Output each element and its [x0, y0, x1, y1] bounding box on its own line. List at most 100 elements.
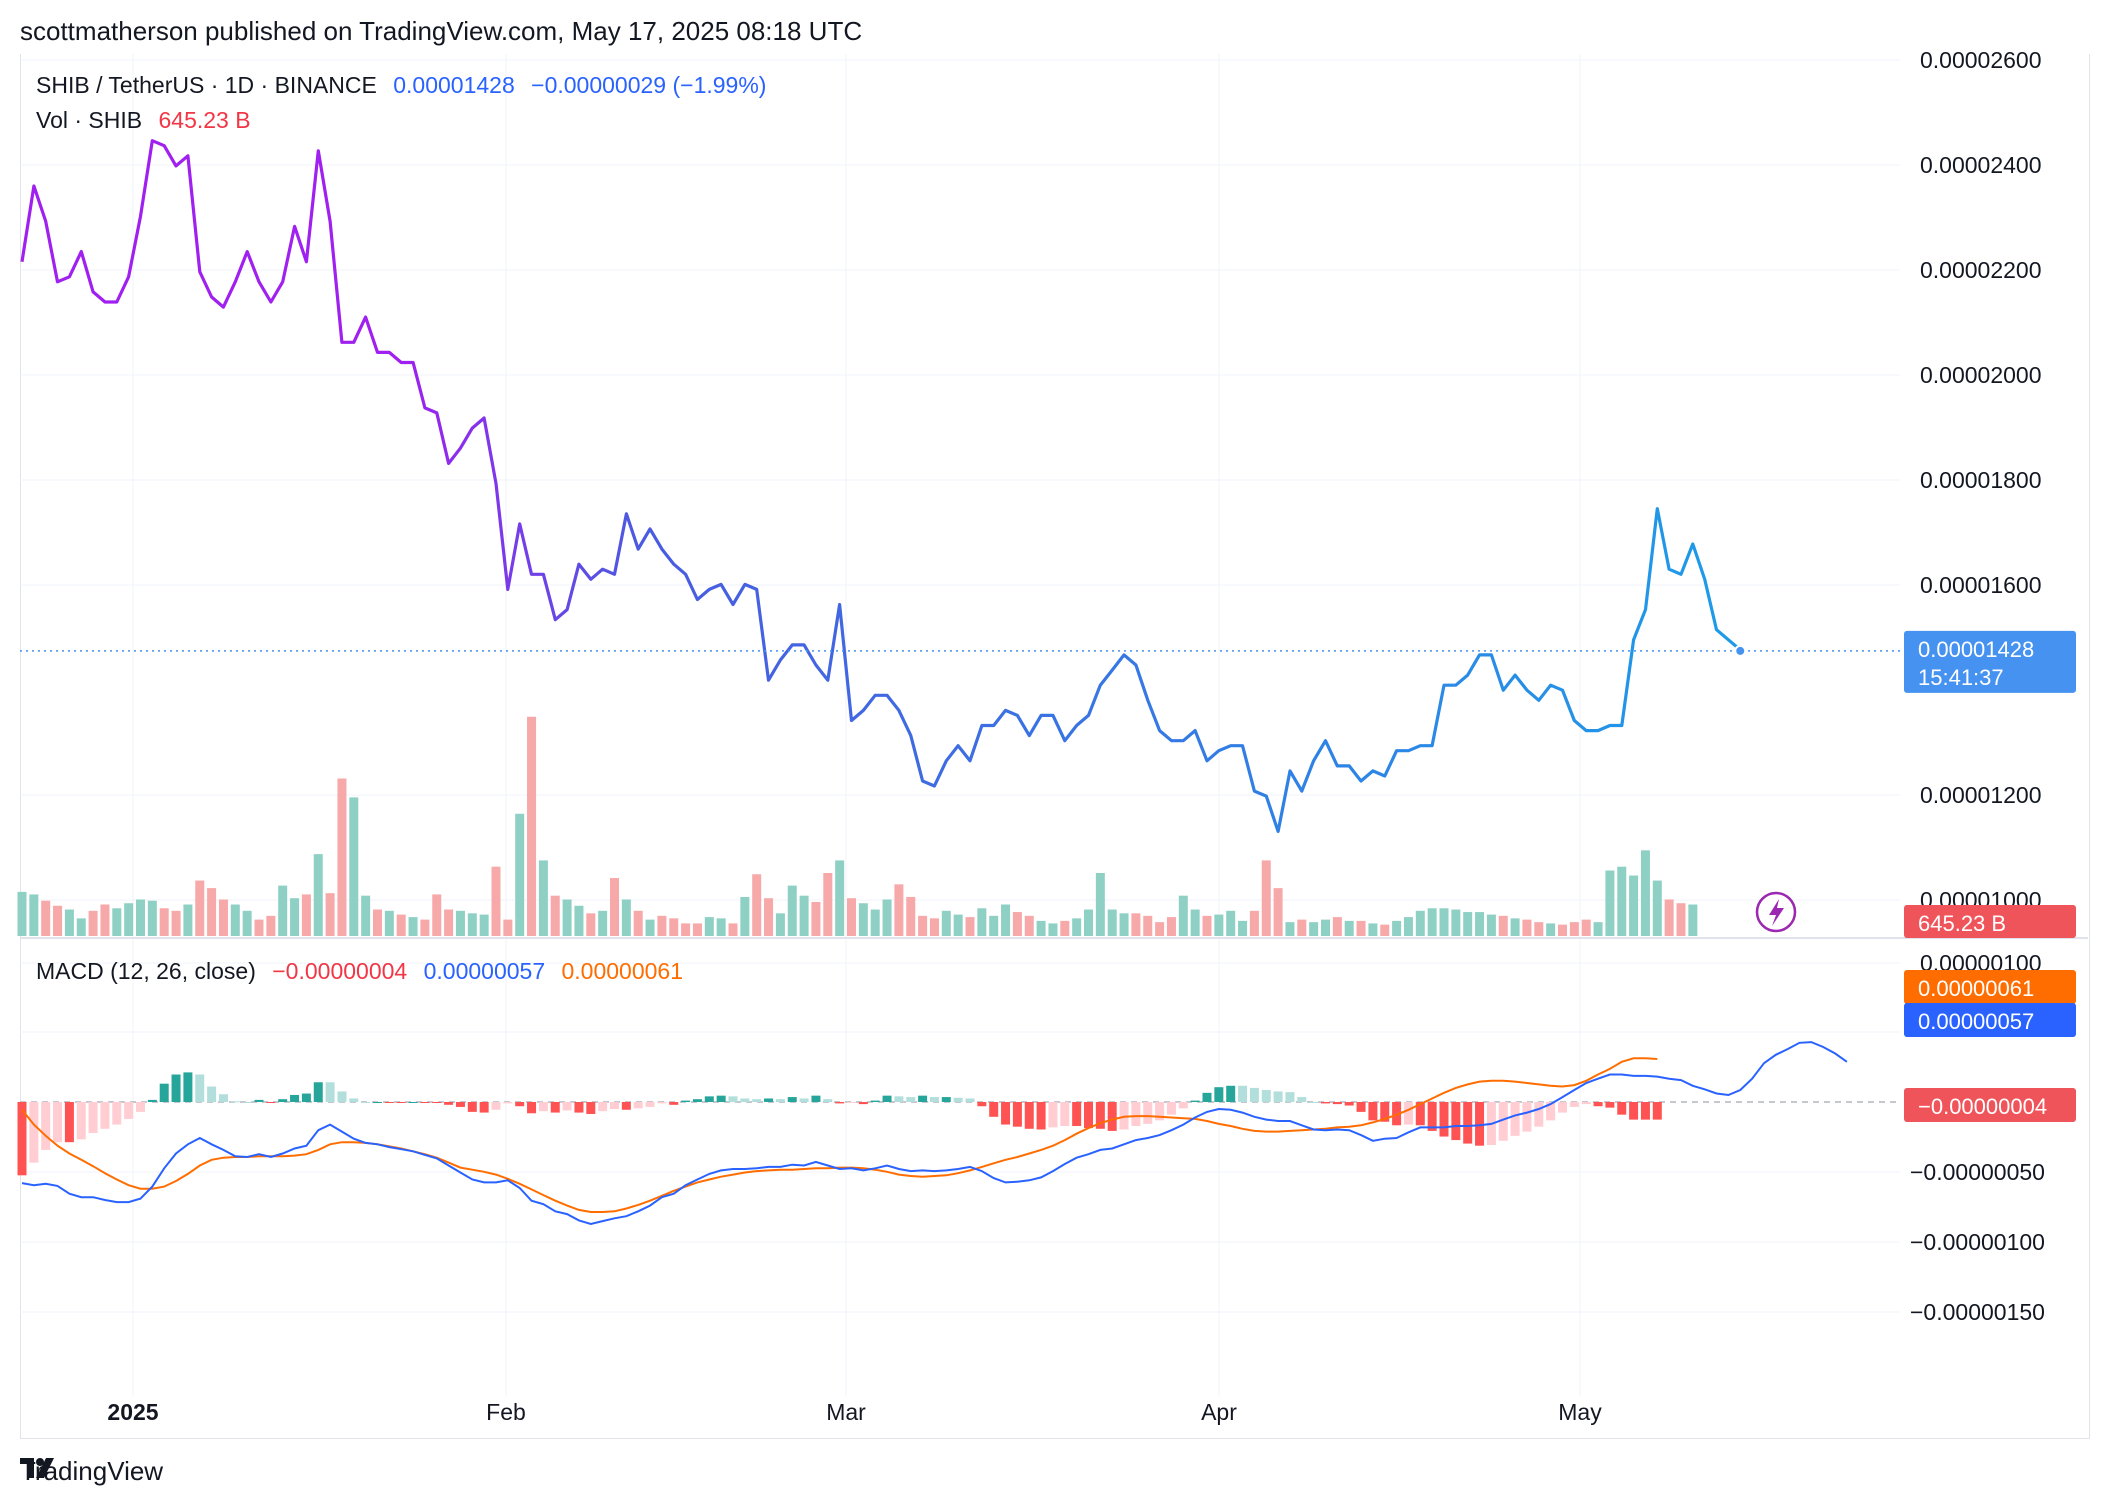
macd-histogram-bar: [1558, 1102, 1567, 1113]
volume-bar: [645, 919, 655, 936]
volume-bar: [1676, 903, 1686, 936]
volume-bar: [254, 919, 264, 936]
volume-bar: [1321, 919, 1330, 936]
chart-frame[interactable]: [20, 54, 2090, 1439]
macd-histogram-bar: [301, 1093, 311, 1102]
macd-histogram-bar: [586, 1102, 596, 1114]
volume-bar: [112, 908, 122, 936]
macd-lines: [21, 1041, 1848, 1226]
macd-histogram-bar: [1640, 1102, 1650, 1120]
volume-bar: [918, 915, 928, 936]
macd-histogram-bar: [88, 1102, 98, 1134]
macd-histogram-bar: [562, 1102, 572, 1111]
volume-bar: [1072, 918, 1082, 936]
volume-bar: [657, 915, 667, 936]
volume-bar: [621, 899, 631, 936]
macd-histogram-bar: [1060, 1102, 1070, 1126]
macd-histogram-bar: [870, 1100, 880, 1102]
volume-bar: [515, 813, 525, 936]
macd-histogram-bar: [1332, 1102, 1342, 1105]
volume-bar: [1356, 920, 1366, 936]
macd-label[interactable]: MACD (12, 26, close): [36, 958, 256, 984]
volume-bar: [1238, 920, 1248, 936]
volume-bar: [432, 894, 442, 936]
price-tick-label: 0.00002000: [1920, 362, 2042, 388]
macd-histogram-bar: [17, 1102, 27, 1176]
volume-bar: [136, 899, 145, 936]
macd-histogram-bar: [989, 1102, 999, 1117]
volume-bar: [361, 895, 371, 936]
macd-signal-value: 0.00000061: [561, 958, 684, 984]
volume-bar: [562, 899, 572, 936]
signal-badge-bg: [1904, 970, 2076, 1004]
publisher-line: scottmatherson published on TradingView.…: [20, 16, 863, 46]
price-badge-bg: [1904, 630, 2076, 693]
volume-bar: [1178, 895, 1188, 936]
footer-brand[interactable]: TradingView: [20, 1456, 163, 1487]
volume-bar: [681, 923, 691, 936]
macd-histogram-bar: [396, 1102, 406, 1103]
macd-histogram-bar: [752, 1099, 762, 1102]
macd-histogram-bar: [1617, 1102, 1627, 1115]
volume-bar: [1439, 908, 1449, 936]
volume-bar: [313, 854, 323, 936]
volume-label[interactable]: Vol · SHIB: [36, 107, 143, 133]
volume-bar: [1605, 870, 1615, 936]
macd-histogram-bar: [1178, 1102, 1188, 1109]
macd-histogram-bar: [1534, 1102, 1544, 1127]
volume-bar: [882, 899, 892, 936]
macd-histogram-bar: [858, 1102, 868, 1105]
volume-bar: [1155, 922, 1165, 936]
macd-histogram-bar: [965, 1098, 975, 1102]
volume-bar: [195, 880, 205, 936]
macd-histogram-bar: [716, 1095, 726, 1102]
macd-histogram-bar: [1309, 1102, 1319, 1103]
macd-histogram-bar: [373, 1102, 382, 1103]
volume-bar: [692, 923, 702, 936]
volume-bar: [88, 910, 98, 936]
macd-badge-text: 0.00000057: [1918, 1009, 2034, 1034]
volume-bar: [941, 910, 951, 936]
macd-histogram-bar: [1439, 1102, 1449, 1137]
volume-bar: [64, 909, 74, 936]
macd-line: [21, 1041, 1848, 1226]
volume-bar: [76, 918, 86, 936]
macd-histogram-bar: [254, 1099, 264, 1102]
macd-histogram-bar: [147, 1099, 157, 1102]
volume-bar: [1001, 904, 1011, 936]
y-axis-ticks: 0.00002600 0.00002400 0.00002200 0.00002000…: [1910, 47, 2045, 1325]
volume-bar: [171, 910, 181, 936]
macd-histogram-bar: [1166, 1102, 1176, 1115]
macd-histogram-bar: [230, 1101, 240, 1103]
volume-bar: [266, 915, 276, 936]
x-tick-label: Apr: [1201, 1399, 1237, 1425]
macd-histogram-bar: [1380, 1102, 1390, 1122]
volume-bar: [503, 919, 513, 936]
histogram-badge: −0.00000004: [1904, 1088, 2076, 1122]
macd-histogram-bar: [1095, 1102, 1105, 1129]
macd-histogram-bar: [1238, 1085, 1248, 1102]
macd-histogram-bar: [432, 1102, 442, 1103]
histogram-badge-text: −0.00000004: [1918, 1094, 2047, 1119]
volume-bar: [1617, 866, 1627, 936]
macd-histogram-bar: [1605, 1102, 1615, 1108]
macd-histogram-bar: [669, 1102, 679, 1105]
volume-bar: [740, 896, 750, 936]
macd-histogram-bar: [1403, 1102, 1413, 1125]
volume-bar: [823, 873, 833, 936]
symbol-label[interactable]: SHIB / TetherUS · 1D · BINANCE: [36, 72, 377, 98]
volume-bar: [1534, 922, 1544, 936]
macd-histogram-bar: [1202, 1092, 1212, 1102]
macd-histogram-bar: [1024, 1102, 1034, 1129]
volume-bar: [218, 899, 228, 936]
axis-badges: 0.00001428 15:41:37 645.23 B 0.00000061 0.00…: [1904, 630, 2076, 1122]
price-badge-text: 0.00001428: [1918, 637, 2034, 662]
macd-histogram-bar: [479, 1102, 489, 1113]
volume-bar: [1214, 914, 1224, 936]
lightning-icon: [1755, 891, 1797, 933]
macd-histogram-bar: [775, 1099, 785, 1102]
macd-histogram-bar: [610, 1102, 619, 1110]
grid-lines: [20, 54, 2088, 1396]
lightning-icon-bolt: [1769, 899, 1784, 926]
